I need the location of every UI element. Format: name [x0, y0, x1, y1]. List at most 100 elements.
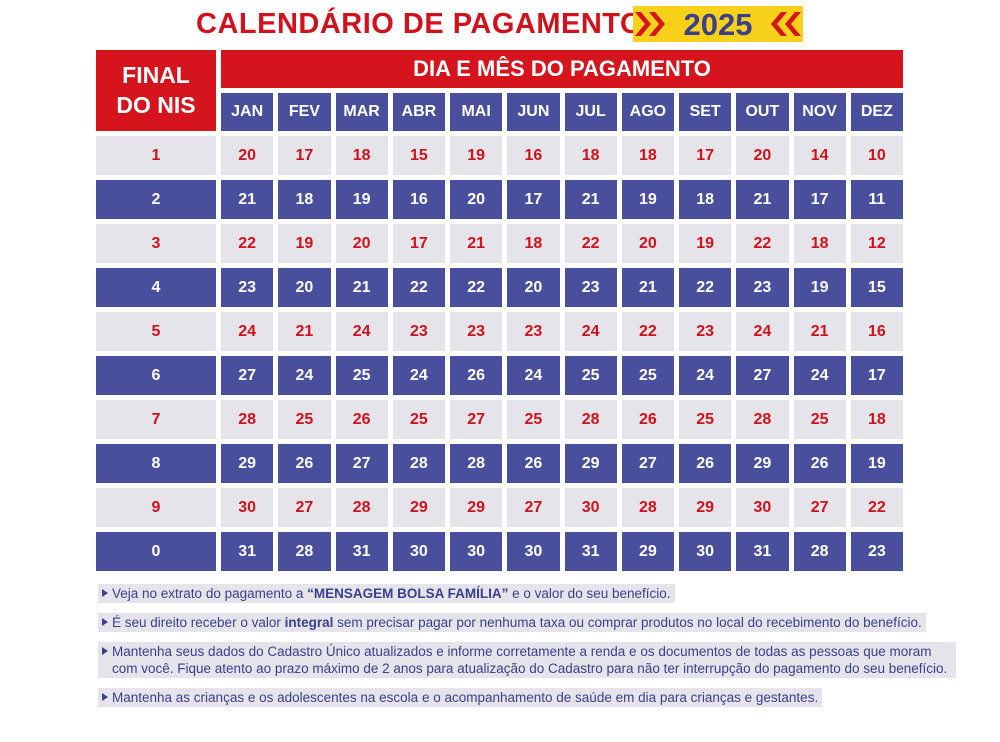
- payment-day: 28: [392, 444, 445, 483]
- payment-day: 23: [564, 268, 617, 307]
- payment-day: 23: [450, 312, 503, 351]
- payment-day: 25: [335, 356, 388, 395]
- month-header: JUN: [507, 93, 560, 131]
- payment-day: 25: [564, 356, 617, 395]
- payment-day: 24: [793, 356, 846, 395]
- nis-final: 5: [96, 312, 216, 351]
- note-text: Mantenha seus dados do Cadastro Único at…: [112, 644, 948, 676]
- payment-day: 31: [221, 532, 274, 571]
- payment-day: 24: [736, 312, 789, 351]
- nis-final: 3: [96, 224, 216, 263]
- month-header: NOV: [793, 93, 846, 131]
- payment-day: 27: [221, 356, 274, 395]
- payment-day: 30: [450, 532, 503, 571]
- payment-day: 24: [679, 356, 732, 395]
- payment-day: 30: [221, 488, 274, 527]
- payment-day: 22: [564, 224, 617, 263]
- note-text: Veja no extrato do pagamento a: [112, 586, 308, 601]
- payment-day: 27: [621, 444, 674, 483]
- payment-day: 19: [793, 268, 846, 307]
- nis-final: 6: [96, 356, 216, 395]
- note-text: Mantenha as crianças e os adolescentes n…: [112, 690, 819, 705]
- payment-day: 27: [450, 400, 503, 439]
- payment-day: 10: [850, 136, 903, 175]
- payment-day: 25: [679, 400, 732, 439]
- payment-day: 30: [507, 532, 560, 571]
- month-header: MAI: [450, 93, 503, 131]
- payment-day: 27: [507, 488, 560, 527]
- payment-day: 24: [221, 312, 274, 351]
- payment-day: 24: [335, 312, 388, 351]
- payment-day: 20: [621, 224, 674, 263]
- payment-day: 27: [278, 488, 331, 527]
- payment-day: 28: [564, 400, 617, 439]
- payment-day: 30: [736, 488, 789, 527]
- month-header: AGO: [621, 93, 674, 131]
- month-header: JAN: [221, 93, 274, 131]
- payment-day: 29: [679, 488, 732, 527]
- payment-day: 28: [621, 488, 674, 527]
- payment-day: 29: [221, 444, 274, 483]
- payment-day: 26: [507, 444, 560, 483]
- payment-day: 18: [679, 180, 732, 219]
- payment-day: 18: [850, 400, 903, 439]
- payment-day: 15: [392, 136, 445, 175]
- payment-day: 21: [736, 180, 789, 219]
- payment-day: 25: [507, 400, 560, 439]
- payment-day: 29: [621, 532, 674, 571]
- note-text: sem precisar pagar por nenhuma taxa ou c…: [333, 615, 922, 630]
- note: Veja no extrato do pagamento a “MENSAGEM…: [98, 584, 675, 603]
- payment-day: 21: [793, 312, 846, 351]
- payment-day: 27: [793, 488, 846, 527]
- payment-day: 28: [793, 532, 846, 571]
- payment-day: 26: [335, 400, 388, 439]
- nis-final: 4: [96, 268, 216, 307]
- payment-day: 15: [850, 268, 903, 307]
- payment-day: 19: [850, 444, 903, 483]
- note-text: e o valor do seu benefício.: [508, 586, 671, 601]
- note-text: “MENSAGEM BOLSA FAMÍLIA”: [307, 586, 509, 601]
- payment-day: 18: [278, 180, 331, 219]
- year: 2025: [683, 7, 753, 42]
- month-header: JUL: [564, 93, 617, 131]
- payment-day: 20: [450, 180, 503, 219]
- payment-day: 22: [450, 268, 503, 307]
- payment-day: 24: [278, 356, 331, 395]
- payment-day: 14: [793, 136, 846, 175]
- payment-day: 24: [507, 356, 560, 395]
- month-header: DEZ: [850, 93, 903, 131]
- payment-day: 21: [450, 224, 503, 263]
- payment-day: 23: [679, 312, 732, 351]
- payment-day: 25: [278, 400, 331, 439]
- note-text: É seu direito receber o valor: [112, 615, 285, 630]
- payment-day: 19: [679, 224, 732, 263]
- month-header: SET: [679, 93, 732, 131]
- payment-day: 18: [621, 136, 674, 175]
- payment-day: 19: [335, 180, 388, 219]
- payment-day: 24: [392, 356, 445, 395]
- payment-day: 26: [278, 444, 331, 483]
- payment-day: 29: [450, 488, 503, 527]
- payment-day: 18: [335, 136, 388, 175]
- payment-day: 12: [850, 224, 903, 263]
- payment-day: 19: [278, 224, 331, 263]
- nis-final: 1: [96, 136, 216, 175]
- payment-day: 21: [335, 268, 388, 307]
- payment-table: FINAL DO NIS DIA E MÊS DO PAGAMENTO JAN F…: [96, 50, 903, 571]
- payment-day: 26: [450, 356, 503, 395]
- payment-day: 18: [564, 136, 617, 175]
- payment-day: 11: [850, 180, 903, 219]
- payment-day: 18: [793, 224, 846, 263]
- payment-day: 20: [335, 224, 388, 263]
- payment-day: 20: [736, 136, 789, 175]
- payment-day: 31: [736, 532, 789, 571]
- payment-day: 31: [335, 532, 388, 571]
- nis-final: 7: [96, 400, 216, 439]
- payment-day: 28: [335, 488, 388, 527]
- payment-day: 22: [621, 312, 674, 351]
- year-box: 2025: [633, 6, 803, 42]
- payment-day: 17: [679, 136, 732, 175]
- payment-day: 16: [850, 312, 903, 351]
- payment-day: 30: [679, 532, 732, 571]
- payment-day: 17: [793, 180, 846, 219]
